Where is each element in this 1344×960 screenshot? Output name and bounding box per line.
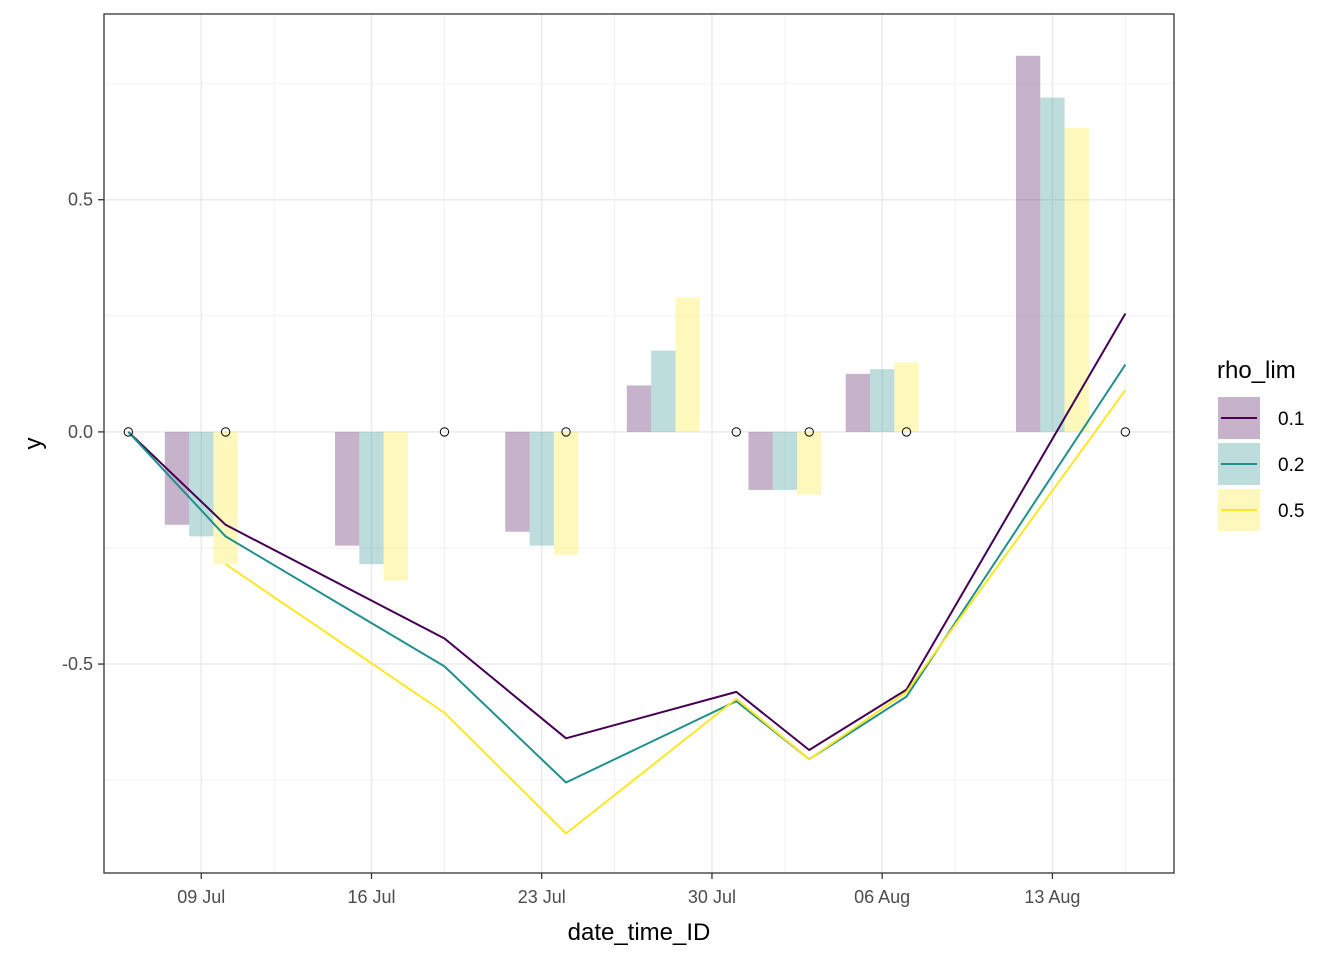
- bar-0.2: [772, 431, 798, 490]
- data-point: [123, 427, 134, 437]
- x-tick-label: 30 Jul: [688, 887, 736, 907]
- y-tick-label: -0.5: [62, 654, 93, 674]
- bar-0.5: [383, 431, 408, 581]
- bar-0.1: [845, 373, 871, 432]
- legend-title: rho_lim: [1217, 357, 1296, 384]
- legend-label-0.5: 0.5: [1278, 501, 1304, 522]
- x-tick-label: 06 Aug: [854, 887, 910, 907]
- bar-0.5: [797, 431, 822, 495]
- y-axis-title: y: [20, 438, 47, 450]
- line-series-0.5: [225, 389, 1127, 835]
- line-series-0.1: [127, 312, 1127, 751]
- grid: [103, 14, 1174, 873]
- panel-border: [103, 13, 1175, 874]
- bar-0.5: [1064, 127, 1089, 432]
- data-point: [901, 427, 912, 437]
- line-series-0.2: [127, 364, 1127, 784]
- lines: [127, 312, 1127, 835]
- data-point: [439, 427, 450, 437]
- bar-0.2: [359, 431, 384, 565]
- x-tick-label: 23 Jul: [518, 887, 566, 907]
- y-tick-label: 0.0: [68, 422, 93, 442]
- bar-0.5: [894, 362, 919, 432]
- bar-0.1: [335, 431, 360, 546]
- data-point: [561, 427, 571, 437]
- bar-0.2: [651, 350, 676, 432]
- bar-0.2: [870, 369, 895, 432]
- x-axis-title: date_time_ID: [568, 919, 711, 946]
- bar-0.1: [748, 431, 773, 490]
- bar-0.5: [213, 431, 238, 565]
- data-point: [804, 427, 814, 437]
- legend-label-0.1: 0.1: [1278, 409, 1304, 430]
- bar-0.5: [553, 431, 579, 555]
- bar-0.1: [505, 431, 530, 532]
- x-tick-label: 16 Jul: [347, 887, 395, 907]
- data-point: [220, 427, 231, 437]
- legend: rho_lim 0.1 0.2 0.5: [1217, 357, 1304, 531]
- bar-0.5: [675, 297, 700, 432]
- points: [123, 427, 1131, 437]
- legend-label-0.2: 0.2: [1278, 455, 1304, 476]
- data-point: [731, 427, 741, 437]
- bar-0.2: [1040, 97, 1065, 432]
- bar-0.1: [1015, 55, 1041, 432]
- bar-0.2: [529, 431, 554, 546]
- data-point: [1120, 427, 1131, 437]
- x-tick-label: 09 Jul: [177, 887, 225, 907]
- y-tick-label: 0.5: [68, 190, 93, 210]
- x-tick-label: 13 Aug: [1024, 887, 1080, 907]
- axes: 09 Jul 16 Jul 23 Jul 30 Jul 06 Aug 13 Aug 0.5 0…: [62, 190, 1080, 907]
- bar-0.1: [626, 385, 652, 432]
